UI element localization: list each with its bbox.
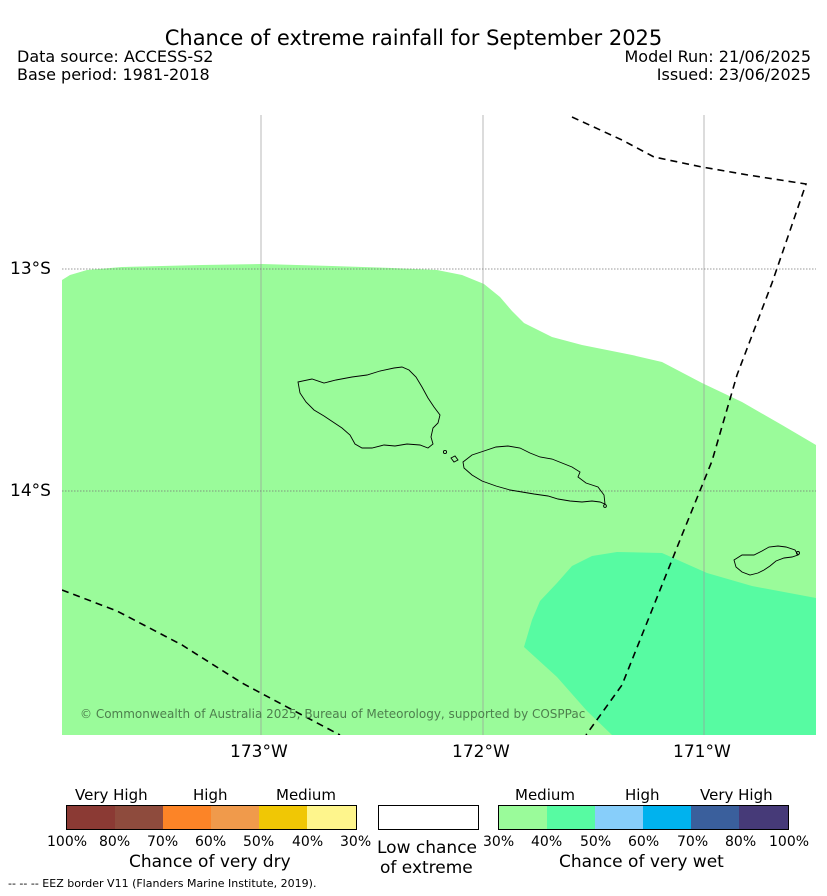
lon-label-171w: 171°W	[673, 742, 731, 762]
wet-cat-very-high: Very High	[700, 786, 773, 804]
wet-tick-60: 60%	[628, 834, 660, 850]
wet-swatch-70-80	[691, 806, 740, 829]
issued-text: Issued: 23/06/2025	[656, 65, 811, 84]
wet-tick-40: 40%	[531, 834, 563, 850]
map-panel: © Commonwealth of Australia 2025, Bureau…	[62, 115, 816, 735]
dry-swatch-80-100	[67, 806, 116, 829]
islet-apolima	[442, 449, 448, 455]
wet-cat-high: High	[625, 786, 660, 804]
dry-tick-40: 40%	[292, 834, 324, 850]
wet-tick-50: 50%	[580, 834, 612, 850]
dry-cat-medium: Medium	[276, 786, 336, 804]
island-tutuila	[733, 545, 799, 576]
dry-tick-30: 30%	[340, 834, 372, 850]
wet-swatch-50-60	[595, 806, 644, 829]
island-savaii	[297, 366, 441, 449]
dry-tick-50: 50%	[243, 834, 275, 850]
wet-swatch-40-50	[547, 806, 596, 829]
dry-swatch-40-50	[259, 806, 308, 829]
lat-label-14s: 14°S	[10, 481, 51, 501]
wet-caption: Chance of very wet	[559, 852, 724, 872]
map-title: Chance of extreme rainfall for September…	[164, 26, 663, 50]
wet-cat-medium: Medium	[515, 786, 575, 804]
eez-borders	[62, 116, 808, 735]
wet-swatch-80-100	[739, 806, 788, 829]
dry-colorbar	[66, 805, 357, 830]
dry-cat-very-high: Very High	[75, 786, 148, 804]
wet-tick-100: 100%	[769, 834, 810, 850]
header-right: Model Run: 21/06/2025 Issued: 23/06/2025	[625, 48, 812, 84]
dry-swatch-60-70	[163, 806, 212, 829]
eez-footnote: -- -- -- EEZ border V11 (Flanders Marine…	[8, 877, 317, 890]
wet-tick-70: 70%	[677, 834, 709, 850]
data-source-text: Data source: ACCESS-S2	[17, 47, 214, 66]
islet-manono	[450, 455, 459, 463]
model-run-text: Model Run: 21/06/2025	[624, 47, 812, 66]
lat-label-13s: 13°S	[10, 259, 51, 279]
dry-swatch-50-60	[211, 806, 260, 829]
graticule	[260, 115, 705, 735]
map-svg	[62, 115, 816, 735]
dry-tick-60: 60%	[195, 834, 227, 850]
dry-swatch-70-80	[115, 806, 164, 829]
wet-tick-80: 80%	[725, 834, 757, 850]
dry-tick-70: 70%	[147, 834, 179, 850]
dry-swatch-30-40	[307, 806, 356, 829]
region-wet-40-50	[524, 552, 816, 735]
wet-tick-30: 30%	[483, 834, 515, 850]
eez-border-southwest	[62, 589, 341, 735]
dry-cat-high: High	[193, 786, 228, 804]
dry-tick-100: 100%	[47, 834, 88, 850]
lon-label-173w: 173°W	[230, 742, 288, 762]
graticule-lat	[62, 268, 816, 492]
low-caption-line1: Low chance	[377, 838, 477, 858]
wet-swatch-30-40	[499, 806, 548, 829]
low-chance-swatch	[378, 805, 479, 830]
dry-caption: Chance of very dry	[129, 852, 291, 872]
low-caption-line2: of extreme	[380, 858, 473, 878]
lon-label-172w: 172°W	[452, 742, 510, 762]
dry-tick-80: 80%	[99, 834, 131, 850]
wet-swatch-60-70	[643, 806, 692, 829]
islet-aunuu	[796, 551, 800, 555]
copyright-text: © Commonwealth of Australia 2025, Bureau…	[80, 707, 586, 721]
wet-colorbar	[498, 805, 789, 830]
eez-border-northeast	[571, 116, 808, 735]
header-left: Data source: ACCESS-S2 Base period: 1981…	[17, 48, 213, 84]
base-period-text: Base period: 1981-2018	[17, 65, 210, 84]
island-upolu	[462, 445, 606, 505]
coastlines	[297, 366, 800, 576]
islet-east-upolu	[603, 504, 607, 508]
